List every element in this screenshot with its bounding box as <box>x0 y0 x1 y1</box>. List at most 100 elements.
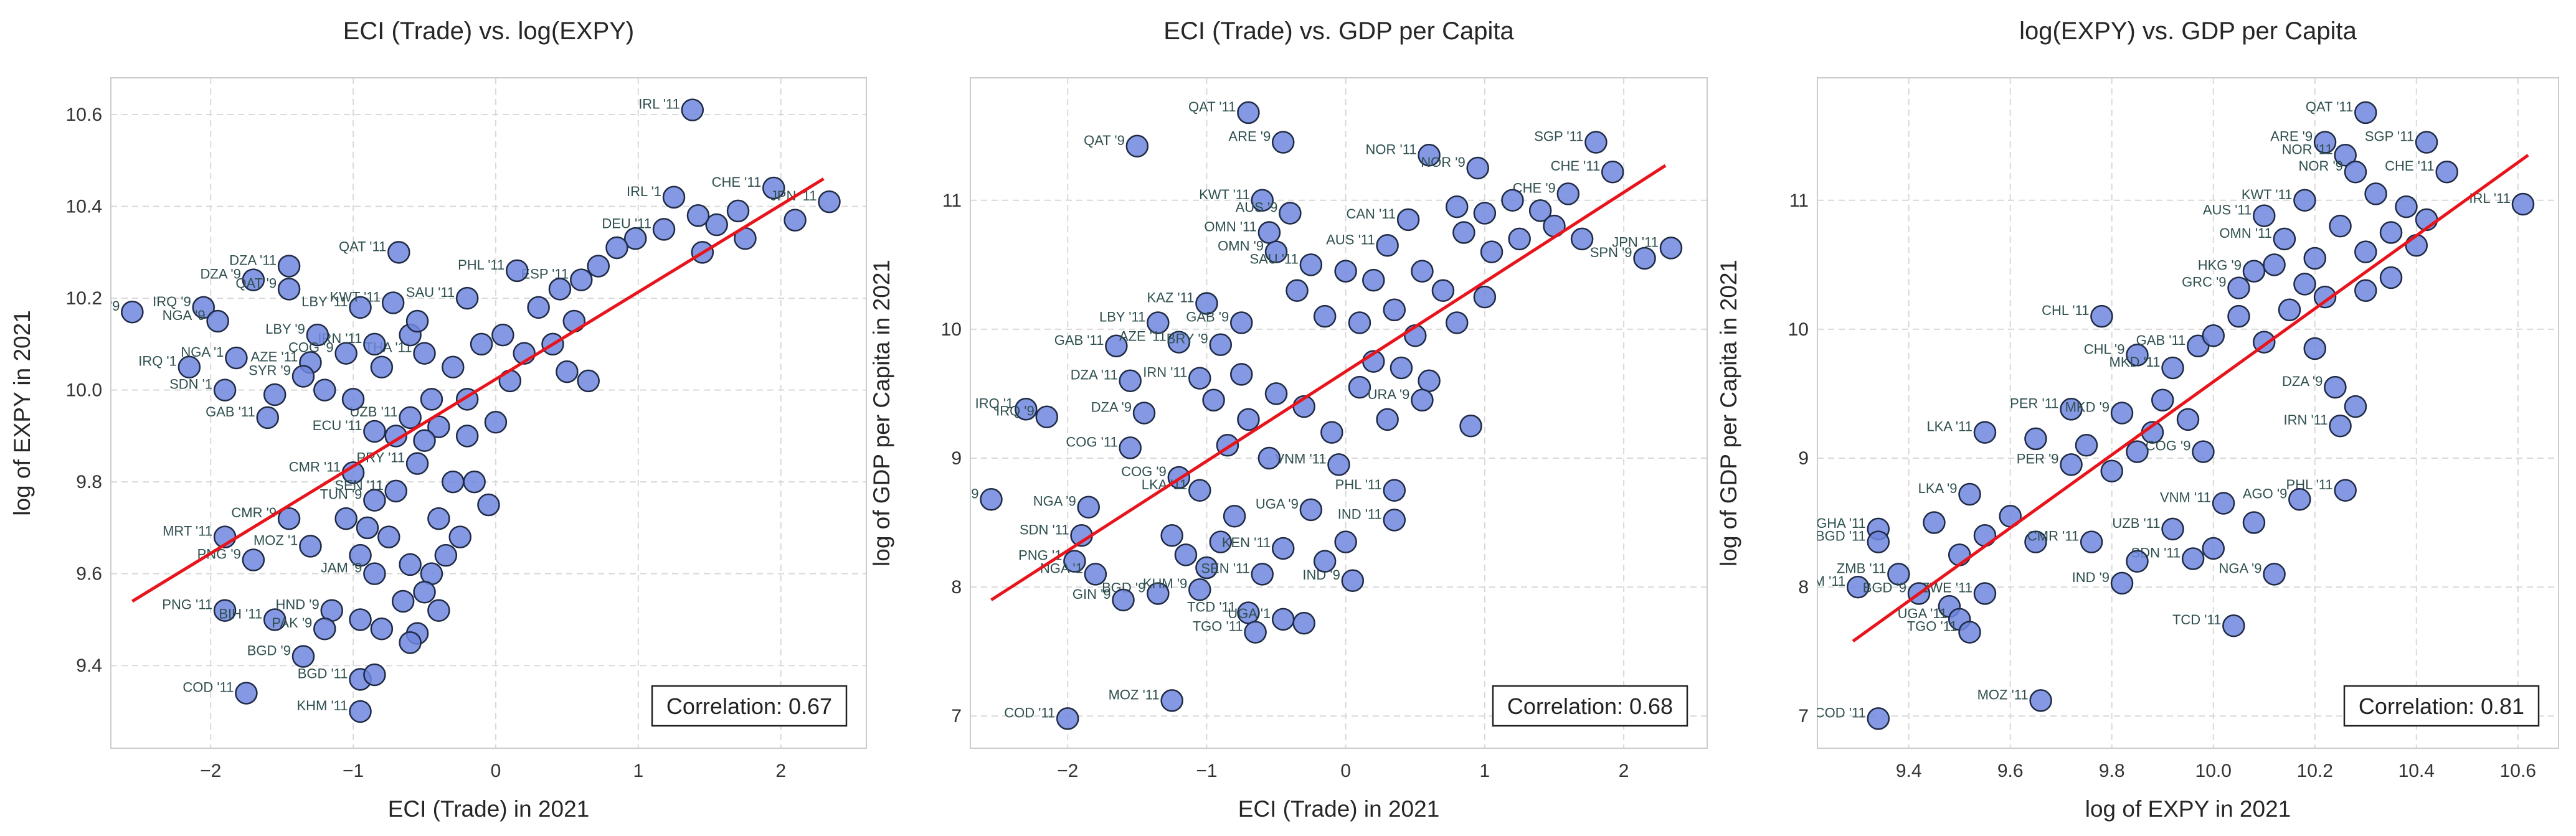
point-label: MKD '11 <box>2110 354 2161 370</box>
data-point <box>1125 134 1149 158</box>
data-point <box>192 296 215 319</box>
point-label: IRL '1 <box>627 184 661 199</box>
data-point <box>681 98 704 121</box>
data-point <box>1973 524 1997 547</box>
point-label: SAU '11 <box>1249 251 1298 266</box>
data-point <box>1418 369 1441 392</box>
data-point <box>2212 492 2235 515</box>
data-point <box>1466 156 1489 180</box>
data-point <box>1584 131 1608 154</box>
data-point <box>1659 237 1683 260</box>
data-point <box>2024 530 2047 553</box>
data-point <box>1973 421 1997 444</box>
data-point <box>381 291 405 314</box>
data-point <box>2253 204 2276 227</box>
data-point <box>2273 227 2296 251</box>
data-point <box>2161 517 2184 541</box>
point-label: QAT '11 <box>1188 99 1236 115</box>
point-label: SDN '1 <box>169 377 212 392</box>
data-point <box>1237 408 1260 431</box>
data-point <box>2151 388 2174 412</box>
point-label: PER '9 <box>2017 451 2059 466</box>
data-point <box>1188 479 1211 502</box>
data-point <box>242 548 265 571</box>
data-point <box>1528 199 1552 222</box>
data-point <box>1341 569 1365 592</box>
data-point <box>1396 208 1420 232</box>
data-point <box>605 236 628 260</box>
point-label: COG '9 <box>1121 464 1167 479</box>
point-label: CHL '11 <box>2042 303 2089 318</box>
data-point <box>1257 446 1281 470</box>
data-point <box>1299 253 1323 276</box>
data-point <box>363 420 386 443</box>
point-label: AZE '11 <box>250 349 298 364</box>
data-point <box>1279 202 1302 225</box>
data-point <box>1119 436 1142 459</box>
data-point <box>2161 356 2184 380</box>
data-point <box>2405 234 2428 257</box>
data-point <box>2029 689 2052 712</box>
point-label: COD '11 <box>1815 705 1866 720</box>
data-point <box>1958 621 1981 644</box>
point-label: QAT '9 <box>235 275 277 291</box>
data-point <box>349 543 372 567</box>
chart-title: ECI (Trade) vs. GDP per Capita <box>1163 17 1514 45</box>
point-label: BGD '9 <box>247 642 291 658</box>
data-point <box>213 378 237 402</box>
data-point <box>235 682 258 705</box>
data-point <box>662 186 686 209</box>
data-point <box>277 507 301 530</box>
data-point <box>2110 402 2134 425</box>
plot-frame <box>1817 77 2559 749</box>
data-point <box>363 562 386 585</box>
chart-title: log(EXPY) vs. GDP per Capita <box>2019 17 2357 45</box>
x-axis-label: ECI (Trade) in 2021 <box>388 796 590 822</box>
data-point <box>2354 240 2377 263</box>
data-point <box>1376 408 1399 431</box>
plot-area <box>970 78 1707 748</box>
data-point <box>1147 311 1170 334</box>
data-point <box>1195 556 1218 580</box>
data-point <box>391 589 415 613</box>
data-point <box>2278 298 2301 322</box>
data-point <box>2293 189 2316 212</box>
trend-line <box>131 177 825 603</box>
data-point <box>1846 575 1870 599</box>
data-point <box>1973 582 1997 605</box>
data-point <box>442 355 465 378</box>
point-label: MRT '11 <box>163 524 212 539</box>
data-point <box>1556 182 1580 205</box>
data-point <box>349 296 372 319</box>
data-point <box>341 388 365 411</box>
point-label: UZB '11 <box>2112 515 2160 531</box>
data-point <box>1105 334 1128 358</box>
point-label: PER '11 <box>2010 395 2058 411</box>
y-tick-label: 10 <box>941 319 962 340</box>
point-label: OMN '9 <box>1218 238 1264 254</box>
data-point <box>1376 234 1399 257</box>
data-point <box>2080 530 2103 553</box>
data-point <box>1383 479 1406 502</box>
data-point <box>1459 414 1482 438</box>
data-point <box>1445 311 1469 334</box>
point-label: KHM '9 <box>1143 576 1187 591</box>
point-label: SGP '11 <box>2365 129 2414 144</box>
data-point <box>1230 311 1253 334</box>
data-point <box>2060 398 2083 421</box>
correlation-box <box>651 685 848 727</box>
data-point <box>2242 511 2266 534</box>
data-point <box>2110 571 2134 595</box>
y-tick-label: 9.4 <box>76 655 102 676</box>
point-label: GAB '11 <box>1054 332 1104 348</box>
data-point <box>399 406 422 430</box>
point-label: BGD '11 <box>298 665 348 681</box>
data-point <box>1601 160 1624 184</box>
data-point <box>291 365 315 388</box>
data-point <box>442 470 465 494</box>
point-label: LBY '11 <box>1099 309 1145 325</box>
data-point <box>427 415 450 438</box>
y-tick-label: 7 <box>951 706 962 726</box>
data-point <box>384 425 407 448</box>
point-label: AGO '9 <box>934 486 978 501</box>
